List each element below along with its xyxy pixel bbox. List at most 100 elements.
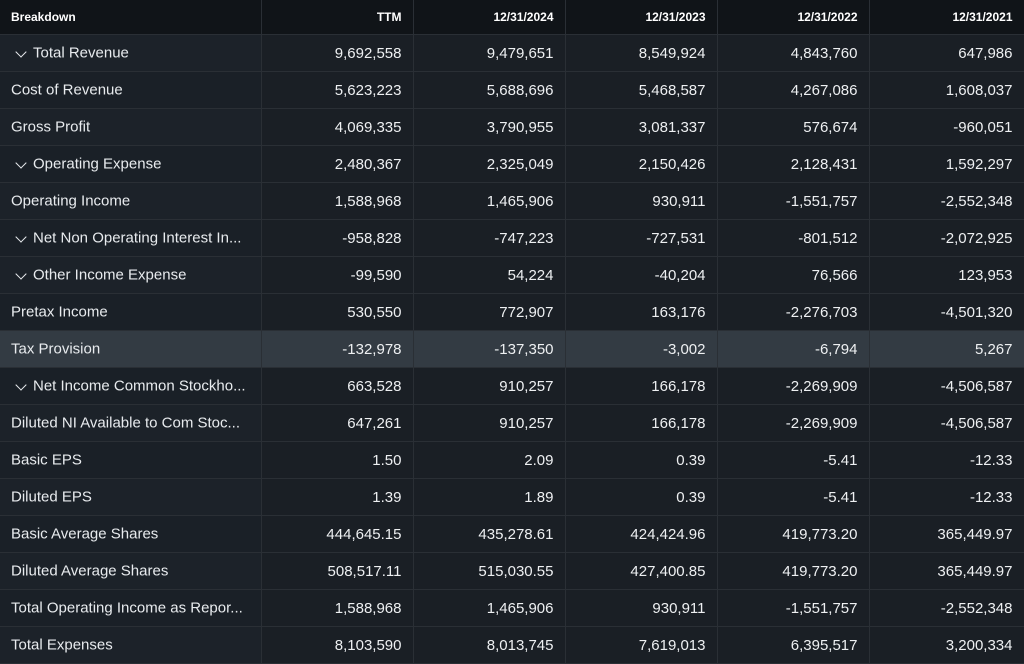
row-label: Net Income Common Stockho... [33, 377, 246, 395]
value-cell: 4,843,760 [717, 34, 870, 72]
value-cell: 166,178 [565, 404, 718, 442]
table-row: Total Revenue 9,692,558 9,479,651 8,549,924… [0, 34, 1024, 72]
row-label: Net Non Operating Interest In... [33, 229, 242, 247]
row-label-cell[interactable]: Net Non Operating Interest In... [0, 219, 262, 257]
table-row: Pretax Income 530,550 772,907 163,176 -2,276… [0, 293, 1024, 331]
row-label: Diluted Average Shares [11, 562, 169, 580]
value-cell: 5,267 [869, 330, 1024, 368]
column-header-breakdown: Breakdown [0, 0, 262, 35]
value-cell: -40,204 [565, 256, 718, 294]
table-row: Other Income Expense -99,590 54,224 -40,204… [0, 256, 1024, 294]
value-cell: -960,051 [869, 108, 1024, 146]
value-cell: -1,551,757 [717, 589, 870, 627]
value-cell: 1,588,968 [261, 589, 414, 627]
value-cell: 508,517.11 [261, 552, 414, 590]
row-label: Total Operating Income as Repor... [11, 599, 243, 617]
value-cell: 1,592,297 [869, 145, 1024, 183]
row-label: Total Revenue [33, 44, 129, 62]
column-header-2022[interactable]: 12/31/2022 [717, 0, 870, 35]
value-cell: -2,072,925 [869, 219, 1024, 257]
value-cell: 930,911 [565, 182, 718, 220]
row-label-cell: Total Expenses [0, 626, 262, 664]
value-cell: -5.41 [717, 478, 870, 516]
value-cell: 647,986 [869, 34, 1024, 72]
row-label-cell[interactable]: Operating Expense [0, 145, 262, 183]
table-row: Gross Profit 4,069,335 3,790,955 3,081,337 5… [0, 108, 1024, 146]
value-cell: 0.39 [565, 478, 718, 516]
value-cell: -137,350 [413, 330, 566, 368]
column-header-2021[interactable]: 12/31/2021 [869, 0, 1024, 35]
value-cell: 76,566 [717, 256, 870, 294]
value-cell: -727,531 [565, 219, 718, 257]
table-row: Net Non Operating Interest In... -958,828… [0, 219, 1024, 257]
column-header-2023[interactable]: 12/31/2023 [565, 0, 718, 35]
value-cell: 663,528 [261, 367, 414, 405]
row-label-cell[interactable]: Net Income Common Stockho... [0, 367, 262, 405]
table-row: Diluted NI Available to Com Stoc... 647,2… [0, 404, 1024, 442]
value-cell: 910,257 [413, 404, 566, 442]
row-label-cell[interactable]: Other Income Expense [0, 256, 262, 294]
row-label-cell: Tax Provision [0, 330, 262, 368]
value-cell: 6,395,517 [717, 626, 870, 664]
value-cell: 2,128,431 [717, 145, 870, 183]
value-cell: -2,552,348 [869, 589, 1024, 627]
value-cell: -2,269,909 [717, 367, 870, 405]
chevron-down-icon[interactable] [15, 231, 27, 243]
row-label-cell[interactable]: Total Revenue [0, 34, 262, 72]
value-cell: -4,501,320 [869, 293, 1024, 331]
table-row: Diluted Average Shares 508,517.11 515,030.… [0, 552, 1024, 590]
column-header-ttm[interactable]: TTM [261, 0, 414, 35]
row-label: Operating Expense [33, 155, 162, 173]
table-row: Basic Average Shares 444,645.15 435,278.61… [0, 515, 1024, 553]
value-cell: 419,773.20 [717, 552, 870, 590]
row-label: Total Expenses [11, 636, 113, 654]
value-cell: -99,590 [261, 256, 414, 294]
value-cell: 54,224 [413, 256, 566, 294]
row-label-cell: Diluted NI Available to Com Stoc... [0, 404, 262, 442]
value-cell: 576,674 [717, 108, 870, 146]
row-label: Diluted NI Available to Com Stoc... [11, 414, 240, 432]
value-cell: 365,449.97 [869, 515, 1024, 553]
value-cell: 772,907 [413, 293, 566, 331]
table-row: Diluted EPS 1.39 1.89 0.39 -5.41 -12.33 [0, 478, 1024, 516]
table-row: Total Expenses 8,103,590 8,013,745 7,619,01… [0, 626, 1024, 664]
value-cell: -12.33 [869, 478, 1024, 516]
value-cell: 1,465,906 [413, 182, 566, 220]
table-body: Total Revenue 9,692,558 9,479,651 8,549,924… [0, 34, 1024, 664]
value-cell: -5.41 [717, 441, 870, 479]
chevron-down-icon[interactable] [15, 268, 27, 280]
value-cell: 4,069,335 [261, 108, 414, 146]
chevron-down-icon[interactable] [15, 379, 27, 391]
chevron-down-icon[interactable] [15, 157, 27, 169]
value-cell: 930,911 [565, 589, 718, 627]
row-label: Cost of Revenue [11, 81, 123, 99]
value-cell: 2.09 [413, 441, 566, 479]
chevron-down-icon[interactable] [15, 46, 27, 58]
row-label-cell: Diluted Average Shares [0, 552, 262, 590]
value-cell: 530,550 [261, 293, 414, 331]
row-label-cell: Basic EPS [0, 441, 262, 479]
value-cell: 163,176 [565, 293, 718, 331]
row-label: Diluted EPS [11, 488, 92, 506]
value-cell: 424,424.96 [565, 515, 718, 553]
value-cell: 8,103,590 [261, 626, 414, 664]
row-label: Other Income Expense [33, 266, 187, 284]
row-label-cell: Diluted EPS [0, 478, 262, 516]
value-cell: 1.39 [261, 478, 414, 516]
value-cell: 3,200,334 [869, 626, 1024, 664]
header-row: Breakdown TTM 12/31/2024 12/31/2023 12/3… [0, 0, 1024, 35]
value-cell: -2,269,909 [717, 404, 870, 442]
value-cell: 8,549,924 [565, 34, 718, 72]
value-cell: 427,400.85 [565, 552, 718, 590]
row-label: Basic EPS [11, 451, 82, 469]
value-cell: -2,552,348 [869, 182, 1024, 220]
column-header-2024[interactable]: 12/31/2024 [413, 0, 566, 35]
value-cell: -3,002 [565, 330, 718, 368]
value-cell: 1.89 [413, 478, 566, 516]
table-row: Total Operating Income as Repor... 1,588,… [0, 589, 1024, 627]
value-cell: 647,261 [261, 404, 414, 442]
value-cell: 0.39 [565, 441, 718, 479]
row-label-cell: Basic Average Shares [0, 515, 262, 553]
table-row: Operating Expense 2,480,367 2,325,049 2,150… [0, 145, 1024, 183]
value-cell: 3,790,955 [413, 108, 566, 146]
